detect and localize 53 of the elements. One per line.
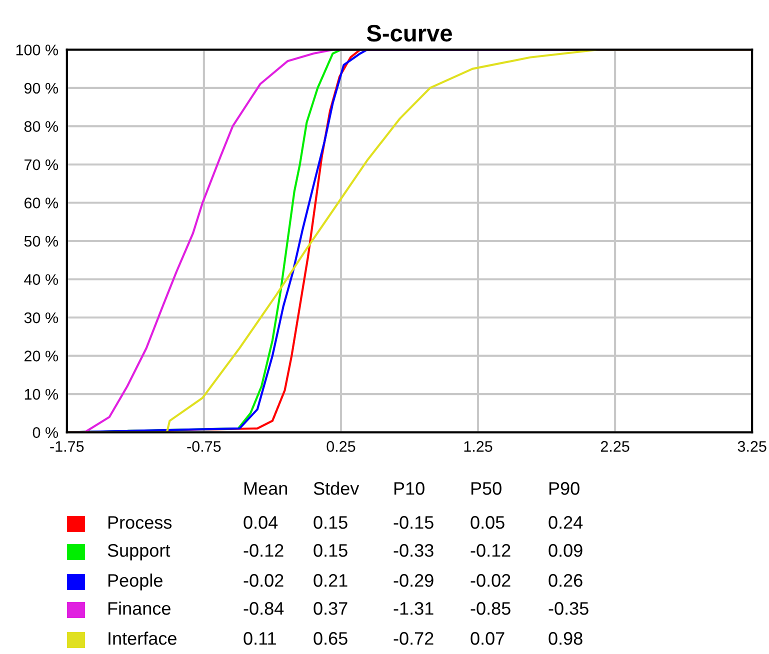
legend-label: Process — [108, 516, 172, 529]
y-tick-label: 50 % — [24, 236, 58, 247]
chart-title: S-curve — [366, 24, 452, 42]
y-tick-label: 30 % — [24, 312, 58, 324]
y-tick-label: 60 % — [24, 198, 58, 208]
y-tick-label: 80 % — [24, 121, 58, 132]
text: -1.31 — [394, 602, 434, 615]
x-tick-label: -1.75 — [50, 441, 84, 452]
text: Stdev — [314, 482, 360, 495]
text: 0.09 — [548, 544, 582, 557]
text: P90 — [549, 482, 580, 495]
text: -0.85 — [470, 602, 510, 615]
text: 0.11 — [244, 632, 276, 645]
x-tick-label: -0.75 — [187, 441, 221, 452]
text: -0.33 — [394, 544, 434, 557]
text: -0.02 — [244, 574, 284, 587]
x-tick-label: 2.25 — [600, 441, 630, 452]
text: P50 — [471, 482, 502, 495]
text: -0.35 — [548, 602, 588, 615]
text: -0.12 — [244, 544, 284, 557]
legend-label: Interface — [108, 632, 176, 645]
legend-label: Finance — [108, 602, 170, 615]
text: -0.12 — [470, 544, 510, 557]
text: 0.24 — [548, 516, 583, 529]
y-tick-label: 100 % — [16, 44, 58, 56]
x-tick-label: 3.25 — [738, 441, 766, 452]
text: P10 — [394, 482, 424, 495]
text: -0.29 — [394, 574, 434, 587]
text: 0.98 — [548, 632, 582, 645]
text: -0.15 — [394, 516, 434, 529]
text: 0.65 — [314, 632, 348, 645]
legend-label: Support — [108, 544, 170, 560]
text: 0.05 — [470, 516, 504, 529]
legend-label: People — [108, 574, 162, 590]
text: 0.21 — [314, 574, 348, 587]
x-tick-label: 0.25 — [326, 441, 356, 452]
text: 0.04 — [244, 516, 278, 529]
text: 0.15 — [314, 516, 348, 529]
text: 0.37 — [314, 602, 348, 615]
text: -0.84 — [244, 602, 284, 615]
text: 0.26 — [548, 574, 582, 587]
y-tick-label: 70 % — [24, 159, 58, 170]
text: 0.07 — [470, 632, 504, 645]
text: -0.02 — [470, 574, 510, 587]
y-tick-label: 40 % — [24, 274, 58, 285]
y-tick-label: 10 % — [24, 388, 58, 400]
y-tick-label: 20 % — [24, 350, 58, 362]
x-tick-label: 1.25 — [464, 441, 492, 452]
text: Mean — [244, 482, 287, 495]
text: 0.15 — [314, 544, 348, 557]
y-tick-label: 90 % — [24, 82, 58, 94]
y-tick-label: 0 % — [32, 427, 58, 438]
text: -0.72 — [394, 632, 434, 645]
